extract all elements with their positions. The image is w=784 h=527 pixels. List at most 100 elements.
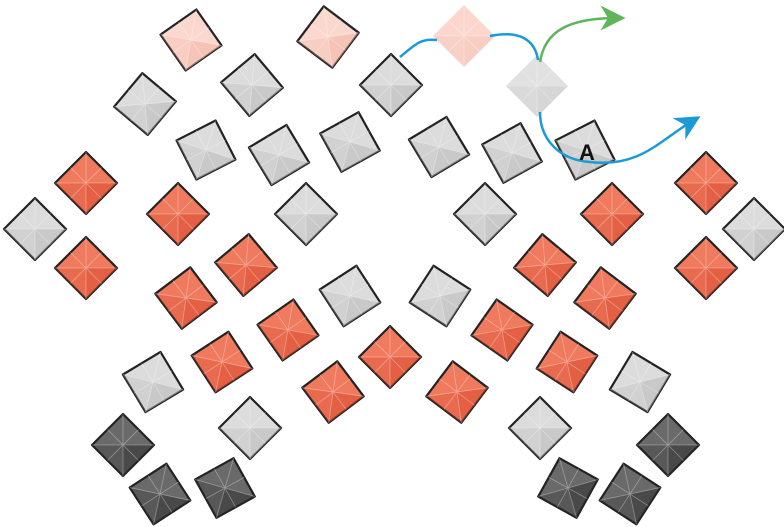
gem-facet — [55, 268, 86, 299]
gem-facet — [219, 428, 250, 459]
gem-facet — [630, 487, 661, 525]
gem-facet — [153, 494, 191, 525]
gem-facet — [609, 382, 648, 413]
gem-facet — [55, 183, 86, 214]
gem-facet — [155, 293, 186, 329]
gem-lines — [55, 237, 117, 299]
gem-lines — [4, 198, 66, 260]
gem-lines — [599, 463, 661, 525]
gem-lines — [471, 299, 533, 361]
gem-facet — [249, 85, 283, 116]
gem-facet — [114, 104, 148, 135]
gem — [175, 119, 237, 181]
gem-facet — [555, 140, 585, 180]
gem-lines — [114, 73, 176, 135]
gem-facet — [545, 262, 576, 296]
gem — [357, 324, 423, 390]
gem — [256, 298, 320, 362]
gem-facet — [145, 101, 176, 135]
gem-lines — [675, 237, 737, 299]
gem — [635, 412, 701, 478]
gem — [154, 266, 218, 330]
gem — [217, 395, 283, 461]
gem — [598, 462, 662, 526]
gem — [358, 52, 424, 118]
gem-lines — [160, 9, 222, 71]
blue-arrow — [538, 111, 701, 165]
gem-facet — [675, 268, 706, 299]
gem-facet — [599, 494, 637, 525]
gem-facet — [391, 85, 422, 116]
gem — [554, 119, 616, 181]
gem — [579, 181, 645, 247]
gem-lines — [514, 234, 576, 296]
gem-lines — [509, 397, 571, 459]
gem — [194, 457, 256, 519]
gem-facet — [343, 296, 381, 327]
gem-facet — [675, 183, 706, 214]
gem-facet — [502, 324, 533, 361]
gem-lines — [409, 265, 471, 327]
gem-facet — [215, 262, 246, 296]
gem-facet — [433, 36, 464, 67]
gem-lines — [433, 5, 495, 67]
gem-facet — [426, 392, 462, 423]
gem-lines — [55, 152, 117, 214]
path-arrow — [489, 33, 540, 61]
gem — [301, 360, 365, 424]
gem-lines — [538, 458, 598, 518]
gem — [159, 8, 223, 72]
gem-facet — [668, 445, 699, 476]
gem-lines — [581, 183, 643, 245]
gem-lines — [482, 123, 542, 183]
gem-facet — [575, 150, 615, 180]
gem — [673, 150, 739, 216]
gem — [121, 350, 185, 414]
gem-facet — [341, 142, 380, 172]
gem — [190, 330, 254, 394]
gem-facet — [248, 147, 279, 186]
gem-lines — [359, 326, 421, 388]
label-a: A — [579, 140, 595, 165]
gem-facet — [191, 355, 222, 393]
gem-lines — [454, 183, 516, 245]
gem — [113, 72, 177, 136]
gem — [318, 264, 382, 328]
gem-facet — [567, 355, 598, 393]
gem — [145, 181, 211, 247]
gem-lines — [360, 54, 422, 116]
gem-lines — [637, 414, 699, 476]
gem-facet — [464, 36, 495, 67]
gem — [273, 181, 339, 247]
gem-facet — [243, 265, 277, 296]
gem — [513, 233, 577, 297]
gem-facet — [723, 229, 754, 260]
gem-facet — [178, 214, 209, 245]
gem-facet — [282, 330, 319, 361]
gem-facet — [471, 330, 508, 361]
gem — [220, 53, 284, 117]
path-arrow — [399, 38, 438, 58]
gem-facet — [482, 144, 512, 183]
gem-facet — [160, 34, 191, 71]
gem-facet — [196, 150, 236, 180]
gem-lines — [215, 234, 277, 296]
gem-body — [433, 5, 495, 67]
gem — [537, 457, 599, 519]
gem-lines — [176, 120, 236, 180]
gem-lines — [195, 458, 255, 518]
gem-facet — [275, 214, 306, 245]
gem-facet — [221, 82, 252, 116]
gem-facet — [536, 362, 574, 393]
gem-facet — [360, 85, 391, 116]
gem — [2, 196, 68, 262]
gem — [319, 111, 381, 173]
gem-facet — [390, 357, 421, 388]
gem-facet — [538, 488, 577, 518]
gem-facet — [509, 428, 540, 459]
gem-facet — [145, 382, 184, 413]
gem-facet — [514, 265, 548, 296]
gem — [470, 298, 534, 362]
gem-facet — [754, 229, 784, 260]
gem — [128, 462, 192, 526]
